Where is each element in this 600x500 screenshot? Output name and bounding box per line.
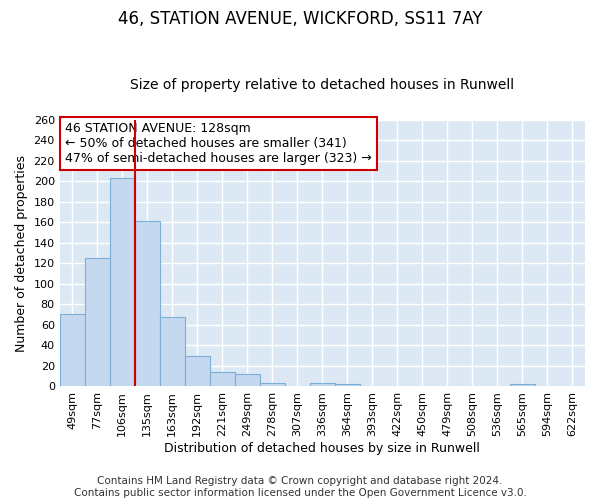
Bar xyxy=(85,258,110,386)
Bar xyxy=(210,372,235,386)
Text: 46, STATION AVENUE, WICKFORD, SS11 7AY: 46, STATION AVENUE, WICKFORD, SS11 7AY xyxy=(118,10,482,28)
Title: Size of property relative to detached houses in Runwell: Size of property relative to detached ho… xyxy=(130,78,514,92)
Text: 46 STATION AVENUE: 128sqm
← 50% of detached houses are smaller (341)
47% of semi: 46 STATION AVENUE: 128sqm ← 50% of detac… xyxy=(65,122,371,165)
Bar xyxy=(185,356,210,386)
Text: Contains HM Land Registry data © Crown copyright and database right 2024.
Contai: Contains HM Land Registry data © Crown c… xyxy=(74,476,526,498)
Bar xyxy=(135,221,160,386)
Bar xyxy=(235,374,260,386)
Y-axis label: Number of detached properties: Number of detached properties xyxy=(15,154,28,352)
Bar xyxy=(335,384,360,386)
Bar xyxy=(59,314,85,386)
Bar xyxy=(310,384,335,386)
Bar xyxy=(110,178,135,386)
X-axis label: Distribution of detached houses by size in Runwell: Distribution of detached houses by size … xyxy=(164,442,480,455)
Bar xyxy=(260,384,285,386)
Bar xyxy=(510,384,535,386)
Bar xyxy=(160,316,185,386)
